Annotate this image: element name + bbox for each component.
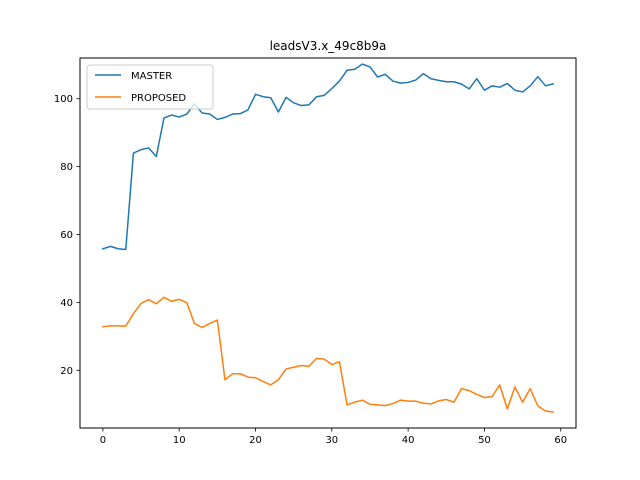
series-layer — [101, 63, 555, 413]
x-tick-label: 30 — [325, 435, 338, 446]
x-tick-label: 0 — [100, 435, 106, 446]
y-axis: 20 40 60 80 100 — [54, 94, 80, 377]
series-line-proposed — [102, 296, 554, 413]
y-tick-label: 80 — [60, 162, 73, 173]
legend-label-master: MASTER — [131, 71, 172, 82]
legend-label-proposed: PROPOSED — [131, 93, 186, 104]
x-tick-label: 60 — [554, 435, 567, 446]
y-tick-label: 40 — [60, 298, 73, 309]
x-tick-label: 40 — [402, 435, 415, 446]
series-line-master — [101, 63, 555, 251]
x-tick-label: 50 — [478, 435, 491, 446]
y-tick-label: 20 — [60, 366, 73, 377]
legend-box — [86, 64, 214, 110]
plot-frame — [79, 57, 577, 429]
y-tick-label: 60 — [60, 230, 73, 241]
chart-title: leadsV3.x_49c8b9a — [270, 39, 387, 53]
x-axis: 0 10 20 30 40 50 60 — [100, 428, 567, 446]
x-tick-label: 20 — [249, 435, 262, 446]
x-tick-label: 10 — [173, 435, 186, 446]
y-tick-label: 100 — [54, 94, 73, 105]
legend: MASTER PROPOSED — [86, 64, 214, 110]
